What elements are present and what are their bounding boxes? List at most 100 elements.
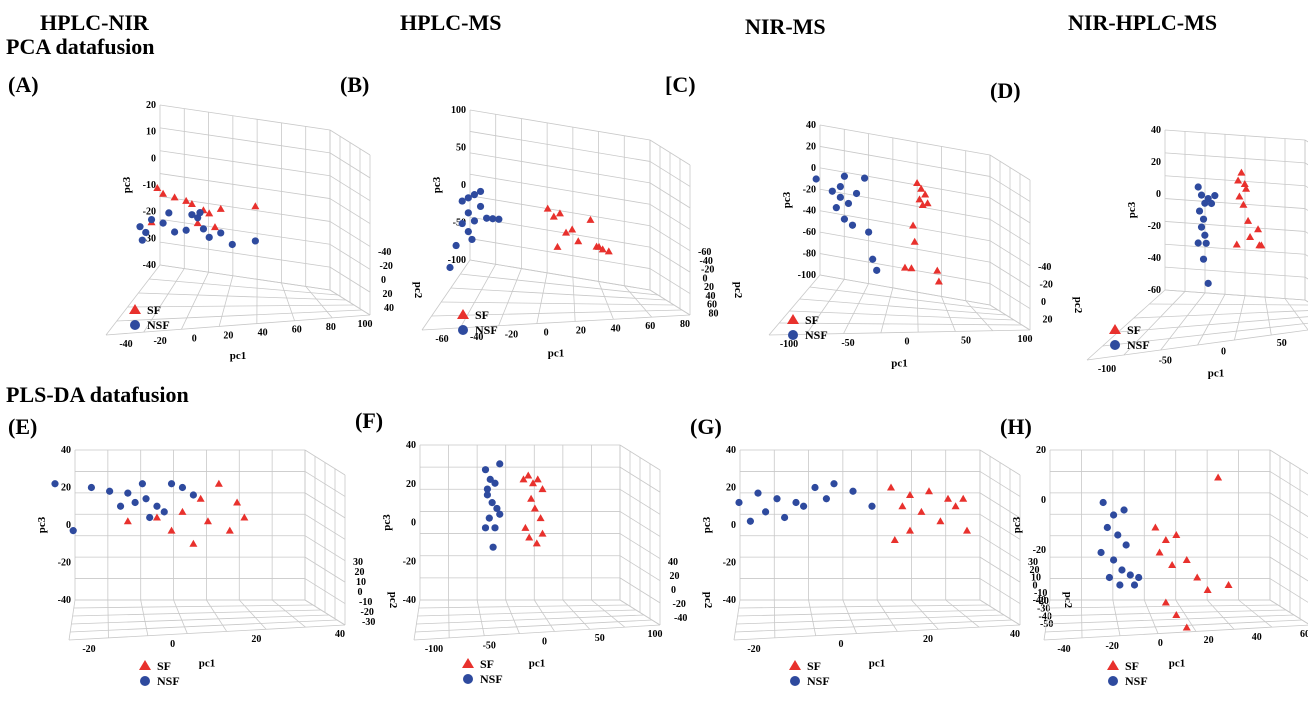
- panel-e-floor-grid-a: [238, 599, 267, 630]
- panel-c-nsf-point: [848, 221, 857, 229]
- panel-b-nsf-point: [470, 191, 479, 199]
- panel-b-y-tick-label: 60: [707, 300, 717, 311]
- panel-a-nsf-point: [199, 225, 208, 233]
- panel-g-z-tick-label: -40: [723, 595, 736, 606]
- panel-c-floor-grid-a: [941, 296, 956, 332]
- panel-e-nsf-point: [142, 495, 150, 503]
- panel-h-legend-nsf-icon: [1108, 676, 1118, 686]
- panel-e-z-tick-label: 20: [61, 483, 71, 494]
- panel-d-back-wall-hgrid: [1164, 198, 1306, 209]
- panel-b-side-wall-hgrid: [649, 203, 691, 230]
- panel-b-z-tick-label: -100: [448, 255, 466, 266]
- panel-f-sf-point: [538, 485, 547, 493]
- panel-f-x-tick-label: 50: [595, 633, 605, 644]
- panel-g-sf-point: [959, 494, 968, 502]
- panel-f-x-tick-label: -100: [425, 644, 443, 655]
- panel-a-nsf-point: [147, 215, 156, 224]
- panel-g-nsf-point: [849, 487, 857, 495]
- panel-f-floor-grid-a: [476, 599, 485, 636]
- panel-b-sf-point: [574, 237, 583, 245]
- panel-c-sf-point: [923, 199, 932, 207]
- panel-b-x-tick-label: 40: [611, 323, 621, 334]
- panel-g-sf-point: [951, 502, 960, 510]
- panel-b-x-axis-label: pc1: [548, 348, 565, 360]
- panel-h-sf-point: [1182, 556, 1191, 563]
- panel-f-sf-point: [519, 475, 528, 483]
- panel-g-sf-point: [906, 491, 914, 498]
- panel-e-legend-nsf-label: NSF: [157, 674, 180, 688]
- panel-a-side-wall-hgrid: [329, 221, 371, 247]
- panel-b-sf-point: [586, 215, 595, 223]
- panel-g-nsf-point: [735, 498, 743, 507]
- panel-g-floor-grid-b: [737, 609, 997, 617]
- panel-h-floor-grid-a: [1175, 599, 1197, 632]
- panel-h-sf-point: [1161, 536, 1170, 543]
- panel-b-sf-point: [562, 228, 571, 236]
- panel-d-sf-point: [1244, 216, 1253, 224]
- panel-g-nsf-point: [830, 480, 838, 488]
- panel-d-sf-point: [1242, 184, 1251, 192]
- panel-d-sf-point: [1246, 232, 1255, 240]
- panel-e-nsf-point: [131, 498, 139, 507]
- panel-c-side-wall-hgrid: [989, 261, 1031, 288]
- panel-a-legend-nsf-icon: [130, 320, 140, 330]
- panel-d-nsf-point: [1197, 223, 1206, 231]
- panel-d-z-tick-label: 40: [1151, 125, 1161, 136]
- panel-b-back-wall-hgrid: [469, 131, 651, 162]
- panel-e-x-tick-label: 20: [251, 634, 261, 645]
- panel-f-nsf-point: [486, 475, 494, 483]
- panel-d-x-tick-label: 50: [1277, 338, 1287, 349]
- panel-f-y-tick-label: -40: [674, 613, 687, 624]
- panel-b-sf-point: [553, 242, 562, 250]
- panel-h-x-tick-label: 60: [1300, 629, 1308, 640]
- panel-a-sf-point: [187, 200, 196, 208]
- panel-b-nsf-point: [464, 194, 472, 202]
- panel-h-nsf-point: [1105, 573, 1114, 582]
- panel-label-e: (E): [8, 414, 38, 439]
- panel-d-z-tick-label: 0: [1156, 189, 1161, 200]
- panel-g-nsf-point: [762, 508, 770, 516]
- panel-f-sf-point: [532, 539, 541, 547]
- panel-b-legend-nsf-label: NSF: [475, 323, 498, 337]
- panel-b-floor-grid-a: [536, 272, 548, 324]
- panel-a-sf-point: [159, 189, 168, 197]
- panel-h-side-wall-hgrid: [1269, 513, 1308, 539]
- panel-h-floor-grid-b: [1046, 614, 1295, 625]
- panel-d-nsf-point: [1195, 207, 1204, 215]
- panel-d-x-tick-label: 0: [1221, 347, 1226, 358]
- panel-f-y-tick-label: -20: [673, 599, 686, 610]
- panel-g-sf-point: [936, 517, 945, 525]
- panel-b-nsf-point: [458, 219, 466, 228]
- panel-e-z-tick-label: -20: [58, 558, 71, 569]
- panel-b-side-wall-hgrid: [649, 182, 691, 209]
- panel-g-floor-grid-b: [733, 624, 1021, 641]
- panel-d-nsf-point: [1199, 255, 1208, 263]
- panel-d-z-tick-label: 20: [1151, 157, 1161, 168]
- panel-e-nsf-point: [51, 480, 59, 488]
- panel-h-sf-point: [1168, 561, 1177, 568]
- panel-f-side-wall-hgrid: [619, 555, 661, 582]
- panel-d-floor-grid-b: [1133, 310, 1308, 319]
- panel-d-sf-point: [1239, 200, 1248, 208]
- panel-g-floor-grid-a: [979, 599, 1021, 626]
- panel-f-x-tick-label: -50: [483, 640, 496, 651]
- panel-g-nsf-point: [754, 489, 762, 497]
- panel-c-sf-point: [900, 263, 909, 271]
- panel-f-x-tick-label: 0: [542, 637, 547, 648]
- panel-b-nsf-point: [476, 187, 485, 196]
- panel-f-z-tick-label: 20: [406, 479, 416, 490]
- panel-f-nsf-point: [493, 504, 501, 513]
- panel-h-floor-grid-a: [1143, 599, 1159, 634]
- panel-e-side-wall-hgrid: [304, 556, 346, 583]
- panel-h-sf-point: [1224, 581, 1233, 588]
- panel-h-z-tick-label: -20: [1033, 545, 1046, 556]
- panel-c-nsf-point: [836, 183, 844, 191]
- panel-a-back-wall-hgrid: [159, 127, 331, 154]
- panel-e-nsf-point: [189, 491, 197, 499]
- panel-h-sf-point: [1182, 623, 1191, 631]
- panel-g-floor-grid-a: [911, 599, 939, 630]
- panel-f-nsf-point: [496, 460, 504, 468]
- panel-f-legend-sf-label: SF: [480, 657, 494, 671]
- panel-e-floor-grid-a: [107, 599, 109, 638]
- panel-d-floor-grid-a: [1234, 295, 1246, 341]
